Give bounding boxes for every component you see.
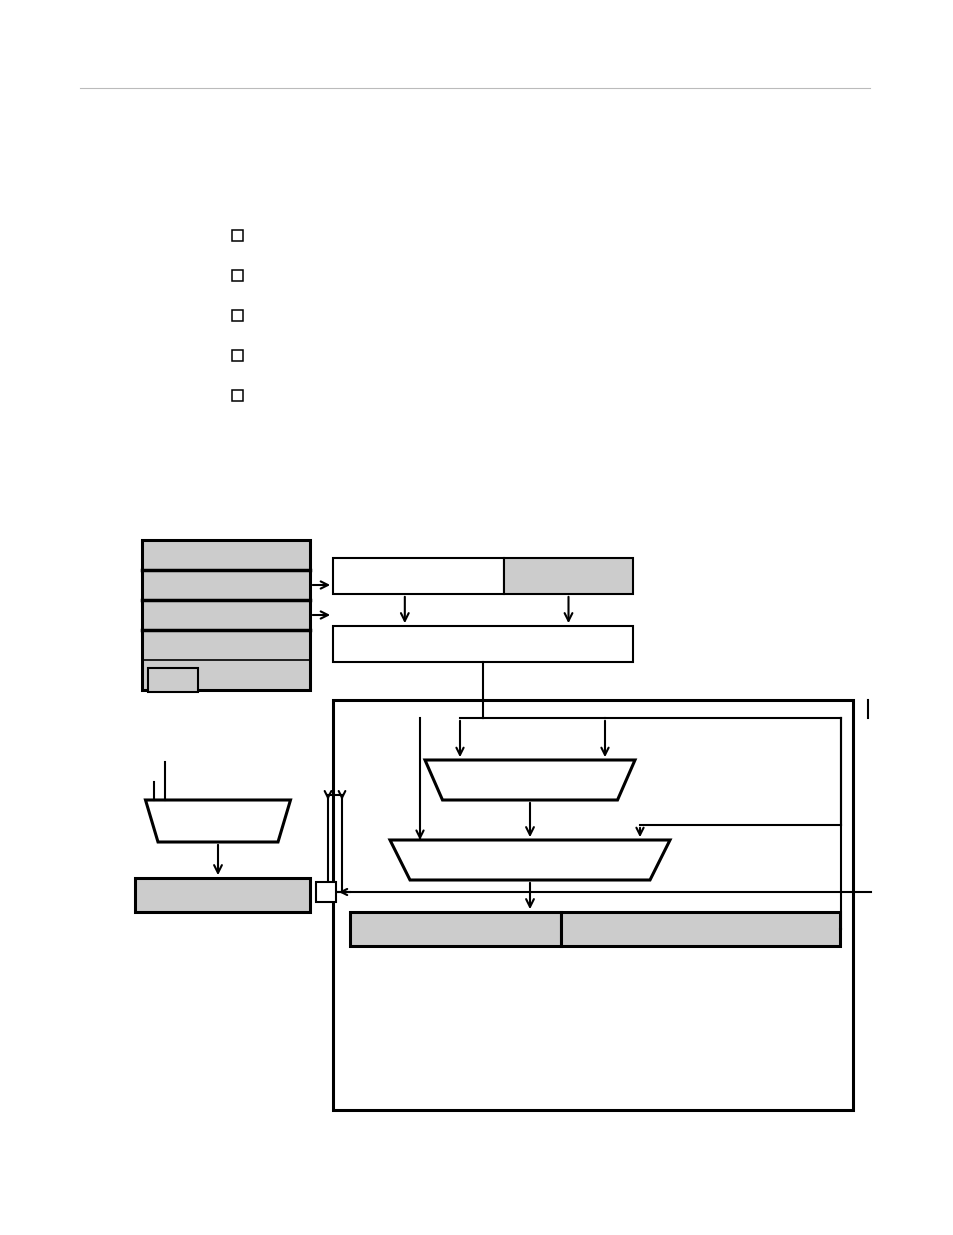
Bar bbox=[503, 558, 633, 594]
Bar bbox=[350, 911, 560, 946]
Bar bbox=[315, 882, 335, 902]
Bar bbox=[333, 700, 852, 1110]
Bar bbox=[333, 626, 633, 662]
Bar bbox=[135, 878, 310, 911]
Polygon shape bbox=[390, 840, 669, 881]
Polygon shape bbox=[424, 760, 635, 800]
Bar bbox=[444, 948, 834, 1095]
Bar bbox=[232, 270, 243, 282]
Bar bbox=[232, 350, 243, 361]
Polygon shape bbox=[146, 800, 291, 842]
Bar bbox=[453, 956, 826, 1088]
Bar bbox=[333, 558, 503, 594]
Bar bbox=[232, 310, 243, 321]
Bar bbox=[148, 668, 198, 692]
Bar bbox=[232, 390, 243, 401]
Bar bbox=[142, 540, 310, 690]
Bar bbox=[232, 230, 243, 241]
Bar bbox=[560, 911, 840, 946]
